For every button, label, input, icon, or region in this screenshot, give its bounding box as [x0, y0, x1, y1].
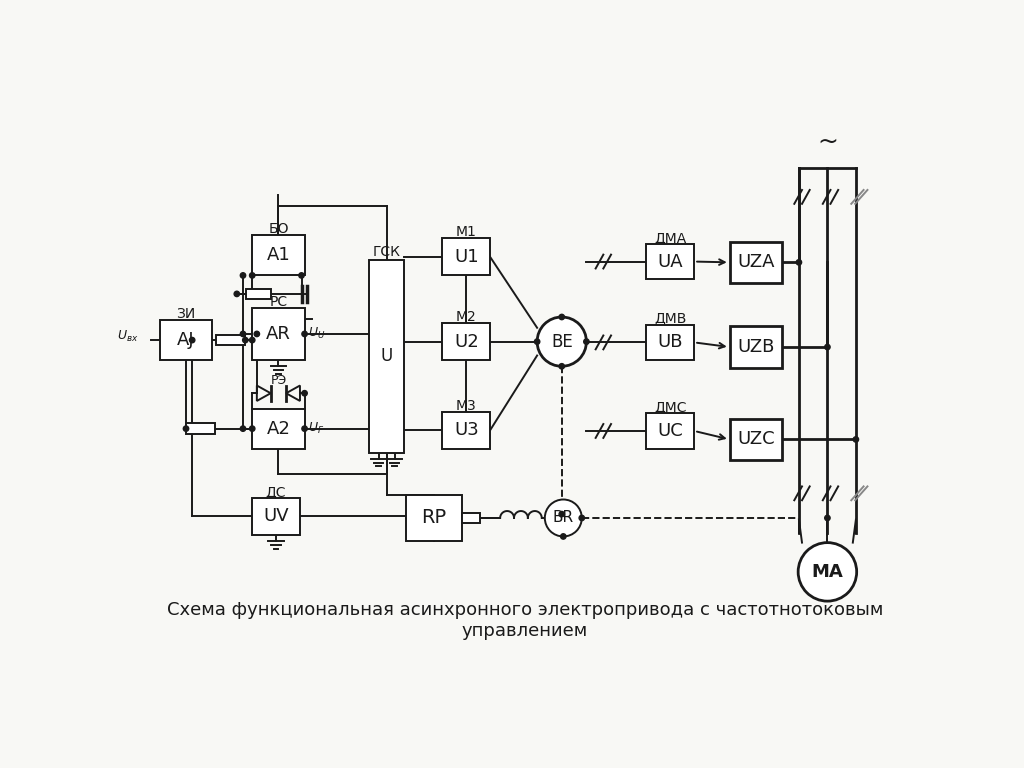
Text: управлением: управлением: [462, 622, 588, 641]
Text: ДМВ: ДМВ: [654, 312, 686, 326]
Text: AR: AR: [266, 325, 291, 343]
Text: M1: M1: [456, 225, 477, 240]
Bar: [407, 495, 462, 541]
Circle shape: [302, 426, 307, 432]
Text: U1: U1: [454, 248, 478, 266]
Text: UB: UB: [657, 333, 683, 352]
Circle shape: [241, 426, 246, 432]
Text: A2: A2: [266, 419, 291, 438]
Bar: [730, 419, 782, 460]
Text: ДМС: ДМС: [654, 400, 686, 414]
Circle shape: [545, 499, 582, 537]
Circle shape: [250, 337, 255, 343]
Circle shape: [250, 426, 255, 432]
Circle shape: [189, 337, 195, 343]
Bar: [370, 260, 403, 452]
Text: $U_U$: $U_U$: [307, 326, 325, 342]
Bar: [186, 423, 215, 434]
Bar: [252, 498, 300, 535]
Text: ~: ~: [817, 130, 838, 154]
Text: M2: M2: [456, 310, 476, 324]
Circle shape: [559, 511, 564, 517]
Text: UZC: UZC: [737, 430, 774, 449]
Bar: [252, 235, 304, 276]
Text: РС: РС: [269, 295, 288, 309]
Bar: [646, 244, 694, 280]
Text: БО: БО: [268, 222, 289, 237]
Bar: [246, 289, 270, 300]
Circle shape: [798, 543, 857, 601]
Text: ДМА: ДМА: [654, 230, 686, 245]
Text: ГСК: ГСК: [373, 245, 400, 260]
Text: A1: A1: [266, 247, 290, 264]
Text: U: U: [381, 347, 393, 366]
Bar: [252, 409, 304, 449]
Circle shape: [302, 331, 307, 336]
Circle shape: [853, 437, 858, 442]
Text: BE: BE: [551, 333, 572, 351]
Circle shape: [243, 337, 248, 343]
Text: M3: M3: [456, 399, 476, 412]
Circle shape: [241, 331, 246, 336]
Text: $U_{вх}$: $U_{вх}$: [117, 329, 138, 344]
Circle shape: [183, 426, 188, 432]
Text: $U_F$: $U_F$: [307, 421, 324, 436]
Circle shape: [559, 314, 564, 319]
Circle shape: [560, 534, 566, 539]
Circle shape: [824, 515, 830, 521]
Text: РЭ: РЭ: [270, 375, 287, 387]
Text: UZB: UZB: [737, 338, 774, 356]
Bar: [730, 242, 782, 283]
Bar: [462, 512, 480, 523]
Circle shape: [234, 291, 240, 296]
Bar: [160, 320, 212, 360]
Text: UV: UV: [263, 508, 289, 525]
Text: ЗИ: ЗИ: [176, 307, 196, 321]
Circle shape: [250, 273, 255, 278]
Circle shape: [241, 273, 246, 278]
Text: U3: U3: [454, 421, 478, 439]
Text: AJ: AJ: [177, 331, 195, 349]
Circle shape: [584, 339, 589, 344]
Text: RP: RP: [422, 508, 446, 528]
Circle shape: [538, 317, 587, 366]
Text: UC: UC: [657, 422, 683, 440]
Text: UA: UA: [657, 253, 683, 270]
Bar: [216, 335, 246, 346]
Text: UZA: UZA: [737, 253, 774, 271]
Circle shape: [302, 391, 307, 396]
Text: Схема функциональная асинхронного электропривода с частотнотоковым: Схема функциональная асинхронного электр…: [167, 601, 883, 619]
Bar: [646, 413, 694, 449]
Circle shape: [824, 344, 830, 349]
Circle shape: [559, 363, 564, 369]
Text: ДС: ДС: [266, 485, 287, 498]
Bar: [442, 412, 490, 449]
Bar: [442, 323, 490, 360]
Circle shape: [797, 260, 802, 265]
Bar: [646, 325, 694, 360]
Text: MA: MA: [812, 563, 844, 581]
Text: BR: BR: [553, 511, 573, 525]
Text: U2: U2: [454, 333, 478, 351]
Bar: [442, 238, 490, 276]
Circle shape: [535, 339, 540, 344]
Bar: [252, 308, 304, 360]
Circle shape: [254, 331, 259, 336]
Bar: [730, 326, 782, 368]
Circle shape: [580, 515, 585, 521]
Circle shape: [299, 273, 304, 278]
